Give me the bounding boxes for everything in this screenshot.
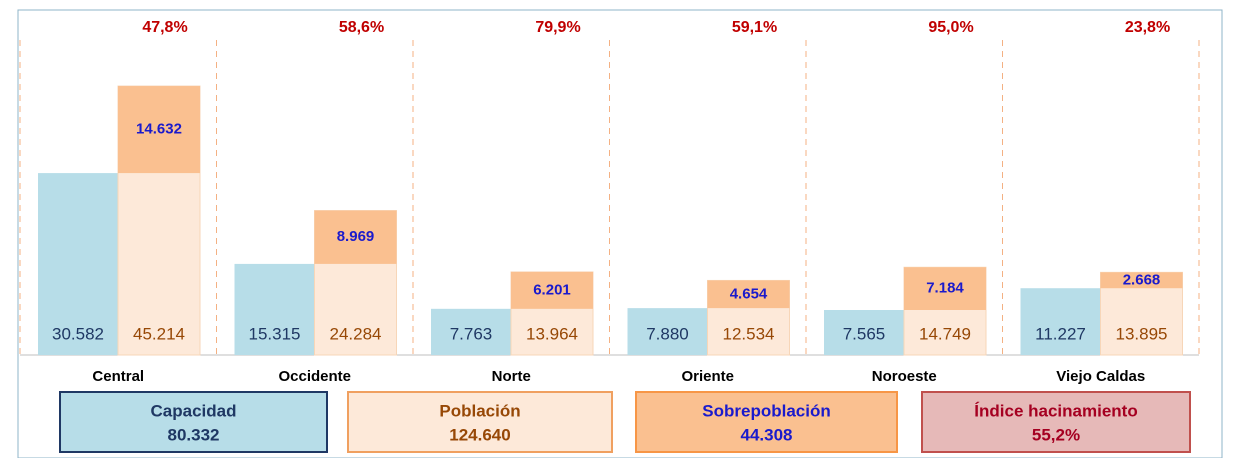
overpopulation-bar xyxy=(118,86,200,174)
overpopulation-bar xyxy=(314,210,397,264)
capacity-label: 7.763 xyxy=(450,324,493,343)
index-label: 47,8% xyxy=(142,19,187,36)
capacity-label: 7.880 xyxy=(646,324,689,343)
index-label: 79,9% xyxy=(535,19,580,36)
overpopulation-label: 6.201 xyxy=(533,281,571,298)
overpopulation-label: 2.668 xyxy=(1123,271,1161,288)
capacity-bar xyxy=(1020,288,1101,355)
index-label: 23,8% xyxy=(1125,19,1170,36)
overpopulation-label: 4.654 xyxy=(730,285,768,302)
capacity-bar xyxy=(824,310,904,355)
legend-box xyxy=(59,391,328,453)
overpopulation-bar xyxy=(1100,272,1183,289)
x-tick-label: Viejo Caldas xyxy=(1056,368,1145,385)
legend-box xyxy=(635,391,898,453)
overpopulation-label: 8.969 xyxy=(337,228,375,245)
x-tick-label: Oriente xyxy=(681,368,734,385)
population-label: 14.749 xyxy=(919,324,971,343)
capacity-bar xyxy=(234,263,315,355)
legend-total: 124.640 xyxy=(449,425,510,444)
legend-name: Índice hacinamiento xyxy=(974,401,1137,420)
population-label: 13.964 xyxy=(526,324,578,343)
population-label: 45.214 xyxy=(133,324,185,343)
overpopulation-label: 7.184 xyxy=(926,280,964,297)
capacity-label: 11.227 xyxy=(1035,324,1086,343)
overpopulation-label: 14.632 xyxy=(136,121,182,138)
population-label: 24.284 xyxy=(330,324,382,343)
x-tick-label: Norte xyxy=(492,368,531,385)
legend-total: 44.308 xyxy=(741,425,793,444)
population-label: 12.534 xyxy=(723,324,775,343)
legend-total: 55,2% xyxy=(1032,425,1080,444)
population-label: 13.895 xyxy=(1116,324,1168,343)
legend-name: Sobrepoblación xyxy=(702,401,830,420)
capacity-bar xyxy=(38,173,118,355)
x-tick-label: Occidente xyxy=(278,368,351,385)
capacity-label: 7.565 xyxy=(843,324,886,343)
legend-name: Capacidad xyxy=(151,401,237,420)
index-label: 59,1% xyxy=(732,19,777,36)
capacity-bar xyxy=(627,308,708,355)
x-tick-label: Central xyxy=(92,368,144,385)
index-label: 58,6% xyxy=(339,19,384,36)
overpopulation-bar xyxy=(511,271,593,309)
capacity-label: 15.315 xyxy=(249,324,301,343)
overpopulation-bar xyxy=(707,280,790,309)
capacity-bar xyxy=(431,308,511,355)
legend-box xyxy=(921,391,1191,453)
legend-box xyxy=(347,391,613,453)
index-label: 95,0% xyxy=(928,19,973,36)
capacity-label: 30.582 xyxy=(52,324,104,343)
legend-total: 80.332 xyxy=(168,425,220,444)
overpopulation-bar xyxy=(904,267,986,311)
x-tick-label: Noroeste xyxy=(872,368,937,385)
legend-name: Población xyxy=(439,401,520,420)
